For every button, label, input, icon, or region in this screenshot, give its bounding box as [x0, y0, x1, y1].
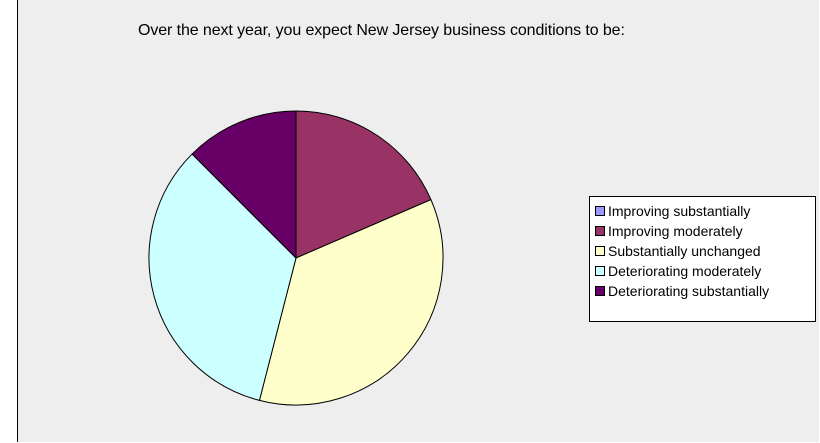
legend-label: Substantially unchanged	[608, 243, 761, 259]
chart-title: Over the next year, you expect New Jerse…	[138, 22, 625, 39]
pie-slice-substantially-unchanged	[258, 198, 444, 406]
legend-swatch	[595, 246, 605, 256]
legend-label: Improving substantially	[608, 203, 751, 219]
chart-area: Over the next year, you expect New Jerse…	[17, 0, 819, 442]
legend-item-substantially-unchanged: Substantially unchanged	[595, 241, 815, 261]
pie-chart	[148, 110, 444, 406]
legend-item-improving-moderately: Improving moderately	[595, 221, 815, 241]
legend-item-improving-substantially: Improving substantially	[595, 201, 815, 221]
legend-label: Deteriorating substantially	[608, 283, 770, 299]
pie-slice-improving-moderately	[295, 110, 432, 259]
legend-label: Deteriorating moderately	[608, 263, 762, 279]
legend-item-deteriorating-substantially: Deteriorating substantially	[595, 281, 815, 301]
legend-swatch	[595, 226, 605, 236]
legend-swatch	[595, 206, 605, 216]
chart-legend: Improving substantially Improving moderat…	[589, 196, 816, 322]
legend-swatch	[595, 266, 605, 276]
legend-label: Improving moderately	[608, 223, 743, 239]
pie-slice-deteriorating-substantially	[191, 110, 297, 260]
pie-slice-deteriorating-moderately	[148, 153, 297, 401]
legend-item-deteriorating-moderately: Deteriorating moderately	[595, 261, 815, 281]
legend-swatch	[595, 286, 605, 296]
